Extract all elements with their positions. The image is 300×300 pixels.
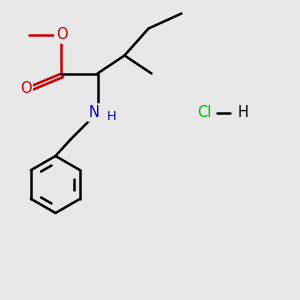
Text: O: O — [56, 27, 67, 42]
Text: H: H — [238, 105, 248, 120]
Text: N: N — [88, 105, 99, 120]
Text: H: H — [107, 110, 117, 123]
Text: Cl: Cl — [197, 105, 211, 120]
Text: O: O — [20, 81, 31, 96]
